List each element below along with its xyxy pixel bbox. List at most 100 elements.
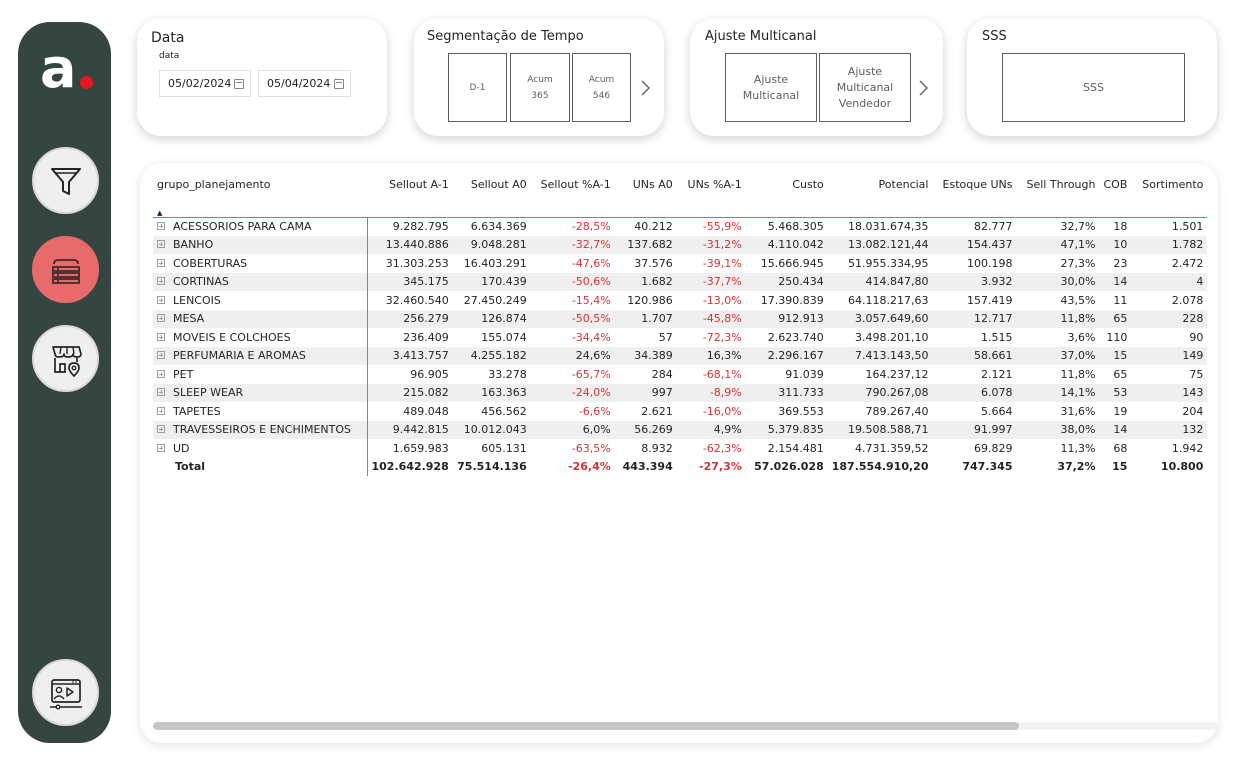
column-header[interactable]: Sell Through <box>1026 178 1096 191</box>
chevron-right-icon[interactable] <box>916 78 930 98</box>
table-row[interactable]: PERFUMARIA E AROMAS 3.413.757 4.255.182 24,… <box>153 346 1208 365</box>
end-date-input[interactable]: 05/04/2024 <box>258 70 351 97</box>
column-header[interactable]: Sortimento <box>1142 178 1204 191</box>
tile-ajuste-multicanal[interactable]: Ajuste Multicanal <box>725 53 817 122</box>
table-cell: 170.439 <box>452 272 531 291</box>
bed-linen-icon <box>51 258 80 284</box>
table-cell: -15,4% <box>571 293 611 307</box>
table-row[interactable]: SLEEP WEAR 215.082 163.363 -24,0% 997 -8,9% 31… <box>153 383 1208 402</box>
column-header[interactable]: UNs %A-1 <box>687 178 742 191</box>
horizontal-scrollbar[interactable] <box>153 722 1218 730</box>
calendar-icon[interactable] <box>334 79 344 89</box>
table-cell: 456.562 <box>481 404 527 418</box>
table-cell: 65 <box>1113 367 1128 381</box>
table-cell: 11,3% <box>1060 441 1096 455</box>
table-header-row: grupo_planejamento ▲ Sellout A-1 Sellout A0… <box>153 173 1208 217</box>
column-header[interactable]: UNs A0 <box>632 178 673 191</box>
start-date-value: 05/02/2024 <box>168 77 232 90</box>
expand-plus-icon[interactable] <box>157 314 165 323</box>
row-group-label: LENCOIS <box>173 293 221 307</box>
column-header[interactable]: Sellout %A-1 <box>540 178 611 191</box>
calendar-icon[interactable] <box>234 79 244 89</box>
table-cell: -6,6% <box>578 404 611 418</box>
total-row: Total 102.642.928 75.514.136 -26,4% 443.394 -… <box>153 457 1207 476</box>
table-cell: 32.460.540 <box>385 293 449 307</box>
filter-button[interactable] <box>32 147 99 214</box>
table-cell: 250.434 <box>745 272 828 291</box>
total-cell: 15 <box>1112 460 1128 474</box>
column-header[interactable]: COB <box>1103 178 1128 191</box>
sort-ascending-icon[interactable]: ▲ <box>157 209 163 217</box>
expand-plus-icon[interactable] <box>157 258 165 267</box>
start-date-input[interactable]: 05/02/2024 <box>159 70 251 97</box>
table-cell: 96.905 <box>410 367 449 381</box>
sss-card: SSS SSS <box>967 18 1217 136</box>
table-cell: -62,3% <box>702 441 742 455</box>
table-cell: 27.450.249 <box>463 293 527 307</box>
tile-d-1[interactable]: D-1 <box>448 53 507 122</box>
total-cell: 187.554.910,20 <box>831 460 929 474</box>
table-cell: 3.498.201,10 <box>855 330 929 344</box>
table-row[interactable]: BANHO 13.440.886 9.048.281 -32,7% 137.682 -31… <box>153 235 1208 254</box>
row-group-cell: TAPETES <box>153 402 368 421</box>
expand-plus-icon[interactable] <box>157 443 165 452</box>
total-cell: 10.800 <box>1160 460 1204 474</box>
table-cell: 2.121 <box>980 367 1013 381</box>
video-presentation-button[interactable] <box>32 659 99 726</box>
table-cell: 1.515 <box>980 330 1013 344</box>
table-cell: 82.777 <box>973 220 1013 233</box>
table-row[interactable]: ACESSORIOS PARA CAMA 9.282.795 6.634.369 -2… <box>153 217 1207 236</box>
table-cell: 1.682 <box>614 272 677 291</box>
table-cell: 91.039 <box>785 367 824 381</box>
table-cell: 11,8% <box>1016 309 1100 328</box>
tile-acum-365[interactable]: Acum 365 <box>510 53 570 122</box>
table-cell: 137.682 <box>614 235 677 254</box>
column-header[interactable]: Custo <box>792 178 824 191</box>
table-cell: 110 <box>1106 330 1128 344</box>
table-row[interactable]: UD 1.659.983 605.131 -63,5% 8.932 -62,3% 2.154… <box>153 439 1207 458</box>
table-cell: 11,8% <box>1060 367 1096 381</box>
expand-plus-icon[interactable] <box>157 406 165 415</box>
table-cell: 13.082.121,44 <box>827 235 933 254</box>
scrollbar-thumb[interactable] <box>153 722 1019 730</box>
table-row[interactable]: MESA 256.279 126.874 -50,5% 1.707 -45,8% 912.9… <box>153 309 1208 328</box>
table-cell: 38,0% <box>1016 420 1100 439</box>
table-cell: -50,5% <box>530 309 615 328</box>
column-header-group[interactable]: grupo_planejamento ▲ <box>153 173 367 217</box>
table-row[interactable]: CORTINAS 345.175 170.439 -50,6% 1.682 -37,7% 2… <box>153 272 1208 291</box>
column-header[interactable]: Sellout A-1 <box>389 178 449 191</box>
expand-plus-icon[interactable] <box>157 332 165 341</box>
tile-ajuste-multicanal-vendedor[interactable]: Ajuste Multicanal Vendedor <box>819 53 911 122</box>
table-cell: 2.621 <box>641 404 673 418</box>
table-cell: 6,0% <box>530 420 615 439</box>
column-header[interactable]: Sellout A0 <box>470 178 527 191</box>
expand-plus-icon[interactable] <box>157 388 165 397</box>
expand-plus-icon[interactable] <box>157 295 165 304</box>
tile-sss[interactable]: SSS <box>1002 53 1185 122</box>
column-header[interactable]: Potencial <box>878 178 929 191</box>
expand-plus-icon[interactable] <box>157 222 165 230</box>
table-cell: 154.437 <box>932 235 1017 254</box>
chevron-right-icon[interactable] <box>638 78 652 98</box>
table-row[interactable]: TRAVESSEIROS E ENCHIMENTOS 9.442.815 10.01… <box>153 420 1208 439</box>
tile-acum-546[interactable]: Acum 546 <box>572 53 631 122</box>
table-row[interactable]: PET 96.905 33.278 -65,7% 284 -68,1% 91.039 164.… <box>153 365 1207 384</box>
table-cell: 33.278 <box>488 367 527 381</box>
store-location-button[interactable] <box>32 325 99 392</box>
table-row[interactable]: COBERTURAS 31.303.253 16.403.291 -47,6% 37.5… <box>153 254 1207 273</box>
expand-plus-icon[interactable] <box>157 277 165 286</box>
multichannel-title: Ajuste Multicanal <box>705 29 817 44</box>
table-cell: 215.082 <box>367 383 453 402</box>
table-row[interactable]: MOVEIS E COLCHOES 236.409 155.074 -34,4% 57 -… <box>153 328 1207 347</box>
date-sublabel: data <box>159 51 180 61</box>
bed-linen-button[interactable] <box>32 236 99 303</box>
table-row[interactable]: LENCOIS 32.460.540 27.450.249 -15,4% 120.986… <box>153 291 1207 310</box>
expand-plus-icon[interactable] <box>157 240 165 249</box>
column-header[interactable]: Estoque UNs <box>942 178 1013 191</box>
expand-plus-icon[interactable] <box>157 351 165 360</box>
expand-plus-icon[interactable] <box>157 425 165 434</box>
expand-plus-icon[interactable] <box>157 369 165 378</box>
table-row[interactable]: TAPETES 489.048 456.562 -6,6% 2.621 -16,0% 369… <box>153 402 1207 421</box>
multichannel-card: Ajuste Multicanal Ajuste Multicanal Ajus… <box>690 18 943 136</box>
